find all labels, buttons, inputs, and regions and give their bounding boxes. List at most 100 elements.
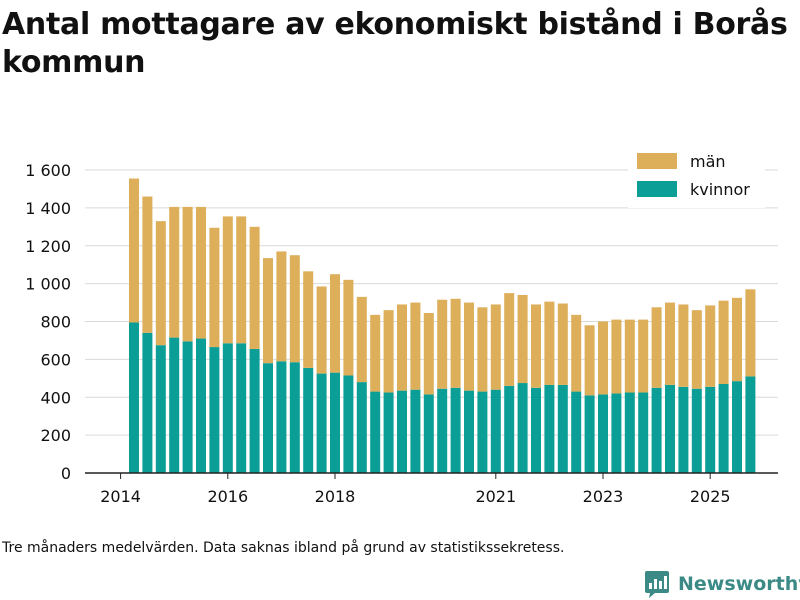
bar-man (423, 312, 434, 395)
bar-kvinnor (383, 392, 394, 473)
bar-kvinnor (504, 385, 515, 473)
bar-man (544, 301, 555, 385)
bar-kvinnor (584, 395, 595, 473)
bar-man (343, 279, 354, 376)
y-tick-label: 1 400 (25, 199, 71, 218)
bar-kvinnor (691, 388, 702, 473)
bar-man (678, 304, 689, 387)
bar-kvinnor (423, 394, 434, 473)
bar-kvinnor (745, 376, 756, 473)
bar-kvinnor (142, 332, 153, 473)
bar-man (477, 307, 488, 392)
bar-man (665, 302, 675, 385)
bar-kvinnor (316, 373, 327, 473)
bar-man (303, 271, 314, 368)
chart-caption: Tre månaders medelvärden. Data saknas ib… (2, 540, 565, 556)
legend-label-kvinnor: kvinnor (690, 180, 750, 199)
bar-kvinnor (222, 343, 233, 473)
bar-man (531, 304, 541, 388)
bar-kvinnor (276, 361, 287, 473)
bar-kvinnor (410, 389, 421, 473)
bar-man (196, 206, 206, 339)
bar-man (557, 303, 568, 385)
bar-kvinnor (397, 390, 407, 473)
bar-man (450, 298, 461, 388)
bar-kvinnor (705, 386, 716, 473)
bar-man (249, 226, 260, 349)
newsworthy-icon (645, 571, 669, 598)
bar-man (209, 227, 220, 348)
bar-man (437, 299, 448, 389)
bar-man (182, 206, 193, 342)
x-tick-label: 2018 (315, 487, 356, 506)
bar-kvinnor (370, 391, 381, 473)
bar-kvinnor (732, 381, 742, 473)
bar-kvinnor (450, 387, 461, 473)
bar-kvinnor (557, 384, 568, 473)
bar-kvinnor (598, 394, 608, 473)
bar-man (464, 302, 474, 391)
bar-kvinnor (517, 383, 528, 473)
bar-kvinnor (638, 392, 649, 473)
bar-man (638, 319, 649, 393)
y-tick-label: 600 (40, 350, 71, 369)
bar-kvinnor (665, 384, 675, 473)
bar-kvinnor (651, 387, 662, 473)
newsworthy-logo[interactable]: Newsworthy (644, 569, 800, 599)
bar-kvinnor (330, 372, 340, 473)
bar-kvinnor (437, 388, 448, 473)
bar-man (651, 307, 662, 388)
bar-man (169, 206, 180, 338)
x-tick-label: 2016 (207, 487, 248, 506)
y-tick-label: 800 (40, 313, 71, 332)
bar-kvinnor (624, 392, 635, 473)
y-tick-label: 400 (40, 388, 71, 407)
x-axis-ticks: 2014 2016 2018 2021 2023 2025 (100, 473, 731, 506)
x-tick-label: 2021 (475, 487, 516, 506)
bar-kvinnor (718, 383, 729, 473)
bar-kvinnor (343, 375, 354, 473)
bar-man (611, 319, 622, 394)
legend-swatch-man (637, 153, 677, 169)
x-tick-label: 2025 (690, 487, 731, 506)
bar-kvinnor (571, 391, 582, 473)
bar-kvinnor (249, 348, 260, 473)
y-tick-label: 1 200 (25, 237, 71, 256)
legend: män kvinnor (628, 146, 765, 208)
x-tick-label: 2023 (583, 487, 624, 506)
bar-man (718, 300, 729, 384)
bar-kvinnor (182, 341, 193, 473)
bar-man (691, 310, 702, 389)
bar-man (356, 296, 367, 383)
bar-man (705, 305, 716, 387)
bar-man (584, 325, 595, 396)
bar-kvinnor (209, 347, 220, 473)
newsworthy-wordmark: Newsworthy (678, 573, 800, 595)
bar-kvinnor (289, 362, 300, 473)
bar-man (289, 255, 300, 363)
bar-kvinnor (196, 338, 206, 473)
bar-man (732, 297, 742, 382)
bar-man (236, 216, 247, 344)
bar-man (155, 221, 166, 346)
bar-man (397, 304, 407, 391)
bar-man (571, 314, 582, 392)
bar-kvinnor (477, 391, 488, 473)
bar-man (490, 304, 501, 390)
y-axis-ticks: 0 200 400 600 800 1 000 1 200 1 400 1 600 (25, 161, 71, 483)
bar-man (263, 258, 273, 364)
bar-man (745, 289, 756, 377)
y-tick-label: 200 (40, 426, 71, 445)
chart-title: Antal mottagare av ekonomiskt bistånd i … (2, 7, 788, 80)
bar-man (316, 286, 327, 374)
bar-kvinnor (678, 386, 689, 473)
bar-kvinnor (531, 387, 541, 473)
legend-swatch-kvinnor (637, 181, 677, 197)
legend-label-man: män (690, 152, 726, 171)
bar-man (517, 294, 528, 384)
bar-man (276, 251, 287, 362)
bar-kvinnor (129, 322, 139, 473)
bar-man (222, 216, 233, 344)
bars (129, 178, 756, 473)
